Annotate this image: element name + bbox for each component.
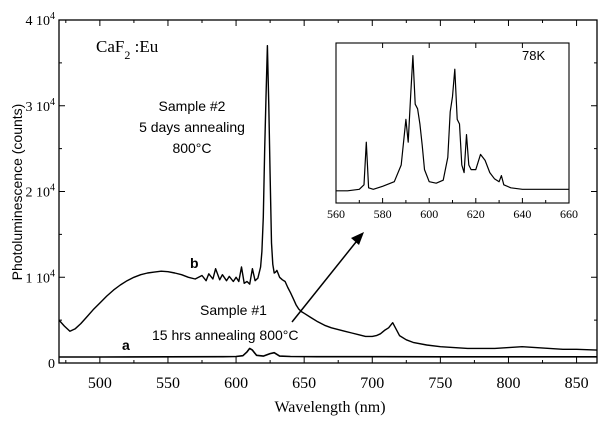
inset-series (336, 54, 569, 192)
sample2-title: Sample #2 (159, 98, 226, 114)
sample2-annealing: 5 days annealing (139, 119, 245, 135)
inset-x-tick-label: 640 (513, 207, 531, 221)
y-tick-label: 3 104 (26, 97, 56, 115)
x-tick-label: 600 (224, 375, 248, 392)
y-tick-label: 0 (48, 357, 55, 372)
x-tick-label: 700 (360, 375, 384, 392)
inset-x-tick-label: 600 (420, 207, 438, 221)
inset-series-line (336, 54, 569, 192)
sample2-temperature: 800°C (172, 140, 211, 156)
main-series (58, 45, 598, 358)
inset-arrow (291, 236, 361, 323)
inset-x-tick-label: 660 (560, 207, 578, 221)
y-tick-label: 2 104 (26, 183, 56, 201)
main-ticks (59, 19, 597, 364)
inset-ticks (335, 43, 570, 203)
inset-arrow-head (351, 232, 364, 245)
series-line-b (58, 45, 598, 351)
inset-tick-labels: 560 580 600 620 640 660 (327, 207, 578, 221)
y-tick-label: 4 104 (26, 11, 56, 29)
curve-label-a: a (122, 337, 130, 353)
inset-frame (335, 42, 570, 204)
curve-label-b: b (190, 255, 199, 271)
inset-x-tick-label: 560 (327, 207, 345, 221)
y-axis-label: Photoluminescence (counts) (9, 104, 25, 281)
y-tick-label: 1 104 (26, 268, 56, 286)
main-tick-labels: 500 550 600 650 700 750 800 850 0 1 104 2 104 3 104… (26, 11, 589, 392)
x-tick-label: 550 (156, 375, 180, 392)
compound-label: CaF2 :Eu (96, 37, 159, 62)
x-axis-label: Wavelength (nm) (274, 399, 385, 416)
x-tick-label: 850 (565, 375, 589, 392)
inset-title: 78K (522, 48, 545, 63)
x-tick-label: 750 (428, 375, 452, 392)
sample1-annealing: 15 hrs annealing 800°C (152, 327, 298, 343)
inset-x-tick-label: 620 (467, 207, 485, 221)
x-tick-label: 800 (496, 375, 520, 392)
inset-x-tick-label: 580 (374, 207, 392, 221)
x-tick-label: 500 (88, 375, 112, 392)
sample1-title: Sample #1 (200, 302, 267, 318)
x-tick-label: 650 (292, 375, 316, 392)
series-line-a (59, 347, 597, 358)
